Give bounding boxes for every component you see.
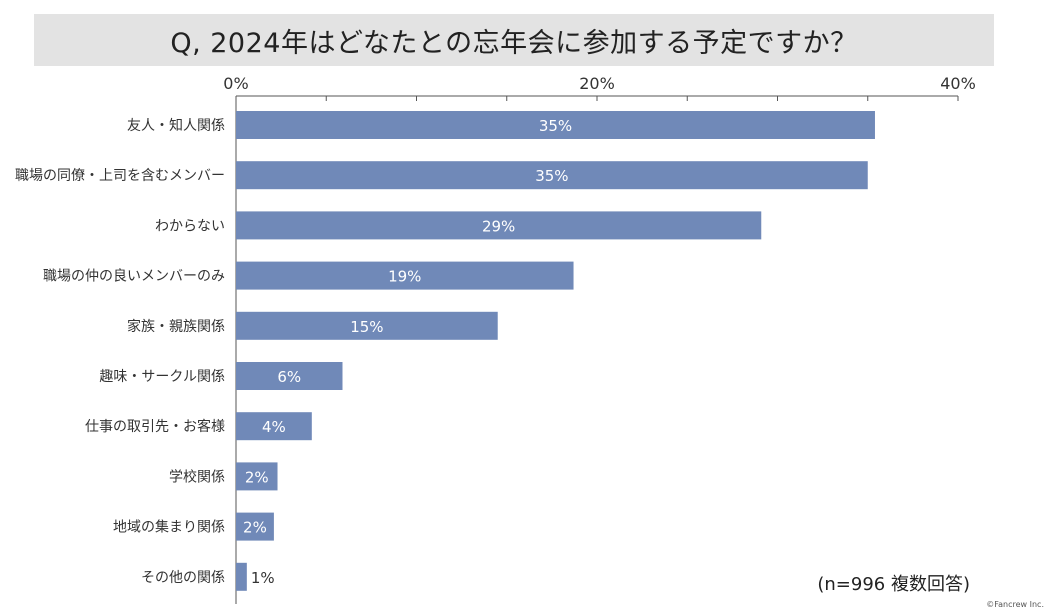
category-label: 友人・知人関係 xyxy=(127,117,225,134)
bar xyxy=(236,362,343,390)
data-label: 35% xyxy=(535,167,568,185)
bar xyxy=(236,261,574,290)
x-axis: 0% 20% 40% xyxy=(223,74,976,604)
x-tick-label: 40% xyxy=(940,74,976,93)
bar xyxy=(236,412,312,441)
x-tick-label: 0% xyxy=(223,74,248,93)
bar xyxy=(236,161,868,190)
data-label: 29% xyxy=(482,217,515,235)
bar xyxy=(236,462,278,491)
bars xyxy=(236,111,875,591)
category-label: 地域の集まり関係 xyxy=(113,519,225,536)
data-label: 1% xyxy=(251,569,275,587)
sample-note: (n=996 複数回答) xyxy=(817,574,970,595)
chart-title: Q, 2024年はどなたとの忘年会に参加する予定ですか？ xyxy=(34,14,994,66)
x-tick-label: 20% xyxy=(579,74,615,93)
data-label: 15% xyxy=(350,318,383,336)
data-label: 2% xyxy=(243,519,267,537)
category-label: 趣味・サークル関係 xyxy=(99,369,225,385)
category-label: その他の関係 xyxy=(141,570,225,586)
data-label: 6% xyxy=(277,368,301,386)
data-label: 35% xyxy=(539,117,572,135)
category-label: 職場の同僚・上司を含むメンバー xyxy=(15,168,225,184)
bar xyxy=(236,111,875,139)
category-label: 学校関係 xyxy=(169,468,225,485)
data-label: 2% xyxy=(245,468,269,486)
value-labels: 35% 35% 29% 19% 15% 6% 4% 2% 2% 1% xyxy=(243,117,572,587)
category-label: 家族・親族関係 xyxy=(127,318,225,335)
category-label: 職場の仲の良いメンバーのみ xyxy=(43,269,225,285)
category-label: わからない xyxy=(155,218,225,234)
bar xyxy=(236,311,498,340)
credit-text: ©Fancrew Inc. xyxy=(986,600,1044,609)
category-label: 仕事の取引先・お客様 xyxy=(85,418,225,435)
category-labels: 友人・知人関係職場の同僚・上司を含むメンバーわからない職場の仲の良いメンバーのみ… xyxy=(15,117,225,586)
bar xyxy=(236,211,762,240)
data-label: 4% xyxy=(262,418,286,436)
bar xyxy=(236,562,247,591)
data-label: 19% xyxy=(388,268,421,286)
bar xyxy=(236,512,274,541)
